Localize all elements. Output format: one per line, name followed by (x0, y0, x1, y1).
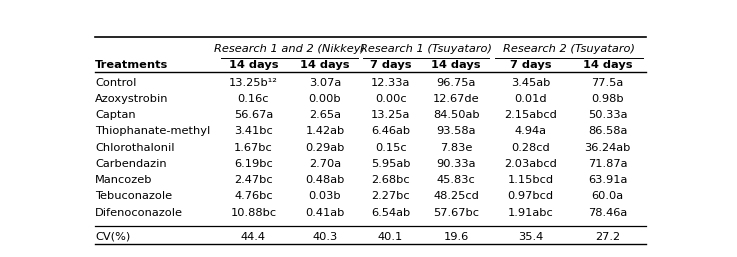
Text: 12.67de: 12.67de (433, 94, 480, 104)
Text: 4.76bc: 4.76bc (234, 191, 273, 201)
Text: 48.25cd: 48.25cd (433, 191, 479, 201)
Text: 63.91a: 63.91a (588, 175, 627, 185)
Text: 77.5a: 77.5a (592, 78, 624, 88)
Text: 3.07a: 3.07a (309, 78, 341, 88)
Text: 0.00b: 0.00b (309, 94, 341, 104)
Text: 71.87a: 71.87a (588, 159, 627, 169)
Text: 44.4: 44.4 (241, 232, 266, 242)
Text: 0.41ab: 0.41ab (305, 207, 345, 217)
Text: 96.75a: 96.75a (436, 78, 476, 88)
Text: 6.54ab: 6.54ab (371, 207, 411, 217)
Text: 6.19bc: 6.19bc (234, 159, 273, 169)
Text: 10.88bc: 10.88bc (231, 207, 276, 217)
Text: 2.03abcd: 2.03abcd (504, 159, 557, 169)
Text: 56.67a: 56.67a (234, 110, 273, 120)
Text: 14 days: 14 days (583, 60, 632, 70)
Text: 1.67bc: 1.67bc (234, 143, 273, 153)
Text: 60.0a: 60.0a (592, 191, 624, 201)
Text: 50.33a: 50.33a (588, 110, 627, 120)
Text: Research 2 (Tsuyataro): Research 2 (Tsuyataro) (503, 44, 635, 54)
Text: 0.98b: 0.98b (591, 94, 624, 104)
Text: 0.29ab: 0.29ab (305, 143, 345, 153)
Text: Research 1 (Tsuyataro): Research 1 (Tsuyataro) (360, 44, 492, 54)
Text: 57.67bc: 57.67bc (433, 207, 479, 217)
Text: 40.1: 40.1 (378, 232, 403, 242)
Text: 14 days: 14 days (300, 60, 349, 70)
Text: 84.50ab: 84.50ab (433, 110, 480, 120)
Text: 13.25a: 13.25a (371, 110, 411, 120)
Text: 0.01d: 0.01d (514, 94, 547, 104)
Text: 2.68bc: 2.68bc (371, 175, 410, 185)
Text: 27.2: 27.2 (595, 232, 620, 242)
Text: 3.45ab: 3.45ab (511, 78, 551, 88)
Text: 40.3: 40.3 (312, 232, 338, 242)
Text: 0.03b: 0.03b (309, 191, 341, 201)
Text: Captan: Captan (95, 110, 136, 120)
Text: 14 days: 14 days (228, 60, 279, 70)
Text: 0.15c: 0.15c (374, 143, 406, 153)
Text: 7 days: 7 days (370, 60, 411, 70)
Text: Research 1 and 2 (Nikkey): Research 1 and 2 (Nikkey) (214, 44, 365, 54)
Text: 0.16c: 0.16c (238, 94, 269, 104)
Text: 0.28cd: 0.28cd (511, 143, 550, 153)
Text: 2.47bc: 2.47bc (234, 175, 273, 185)
Text: 2.65a: 2.65a (309, 110, 341, 120)
Text: 1.91abc: 1.91abc (508, 207, 553, 217)
Text: Treatments: Treatments (95, 60, 168, 70)
Text: 36.24ab: 36.24ab (584, 143, 631, 153)
Text: 4.94a: 4.94a (514, 126, 547, 136)
Text: 5.95ab: 5.95ab (371, 159, 411, 169)
Text: 45.83c: 45.83c (437, 175, 475, 185)
Text: 2.15abcd: 2.15abcd (504, 110, 557, 120)
Text: 0.48ab: 0.48ab (305, 175, 345, 185)
Text: 90.33a: 90.33a (436, 159, 476, 169)
Text: 1.42ab: 1.42ab (305, 126, 344, 136)
Text: Tebuconazole: Tebuconazole (95, 191, 172, 201)
Text: 12.33a: 12.33a (371, 78, 411, 88)
Text: 35.4: 35.4 (518, 232, 543, 242)
Text: CV(%): CV(%) (95, 232, 130, 242)
Text: 86.58a: 86.58a (588, 126, 627, 136)
Text: 93.58a: 93.58a (436, 126, 476, 136)
Text: 14 days: 14 days (431, 60, 481, 70)
Text: 78.46a: 78.46a (588, 207, 627, 217)
Text: 1.15bcd: 1.15bcd (508, 175, 553, 185)
Text: 2.27bc: 2.27bc (371, 191, 410, 201)
Text: 2.70a: 2.70a (309, 159, 341, 169)
Text: Difenoconazole: Difenoconazole (95, 207, 183, 217)
Text: Carbendazin: Carbendazin (95, 159, 167, 169)
Text: Thiophanate-methyl: Thiophanate-methyl (95, 126, 210, 136)
Text: Chlorothalonil: Chlorothalonil (95, 143, 175, 153)
Text: 6.46ab: 6.46ab (371, 126, 410, 136)
Text: 0.00c: 0.00c (374, 94, 406, 104)
Text: Azoxystrobin: Azoxystrobin (95, 94, 169, 104)
Text: Control: Control (95, 78, 136, 88)
Text: 0.97bcd: 0.97bcd (508, 191, 553, 201)
Text: 3.41bc: 3.41bc (234, 126, 273, 136)
Text: 19.6: 19.6 (444, 232, 469, 242)
Text: Mancozeb: Mancozeb (95, 175, 153, 185)
Text: 7.83e: 7.83e (440, 143, 472, 153)
Text: 13.25b¹²: 13.25b¹² (229, 78, 278, 88)
Text: 7 days: 7 days (510, 60, 551, 70)
